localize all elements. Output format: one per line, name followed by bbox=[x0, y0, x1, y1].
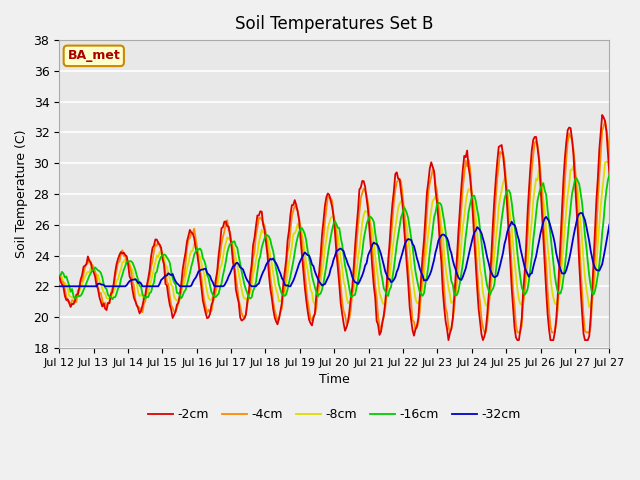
-4cm bbox=[604, 138, 612, 144]
-2cm bbox=[605, 171, 613, 177]
-16cm bbox=[603, 187, 611, 192]
X-axis label: Time: Time bbox=[319, 373, 349, 386]
Y-axis label: Soil Temperature (C): Soil Temperature (C) bbox=[15, 130, 28, 258]
-8cm bbox=[447, 300, 455, 306]
Title: Soil Temperatures Set B: Soil Temperatures Set B bbox=[235, 15, 433, 33]
-2cm bbox=[445, 337, 452, 343]
Text: BA_met: BA_met bbox=[67, 49, 120, 62]
-8cm bbox=[529, 198, 537, 204]
-8cm bbox=[604, 159, 612, 165]
-4cm bbox=[531, 140, 538, 145]
Line: -4cm: -4cm bbox=[59, 121, 609, 333]
-2cm bbox=[339, 311, 346, 317]
-32cm bbox=[339, 247, 346, 252]
-8cm bbox=[605, 166, 613, 171]
-2cm bbox=[74, 291, 82, 297]
-8cm bbox=[339, 264, 346, 270]
-32cm bbox=[92, 283, 99, 289]
-16cm bbox=[74, 292, 82, 298]
-32cm bbox=[605, 222, 613, 228]
Legend: -2cm, -4cm, -8cm, -16cm, -32cm: -2cm, -4cm, -8cm, -16cm, -32cm bbox=[143, 403, 526, 426]
-4cm bbox=[447, 326, 455, 332]
-32cm bbox=[603, 238, 611, 244]
-32cm bbox=[74, 283, 82, 289]
-8cm bbox=[92, 270, 99, 276]
-2cm bbox=[449, 315, 456, 321]
-4cm bbox=[601, 118, 609, 124]
-16cm bbox=[55, 272, 63, 278]
-4cm bbox=[55, 274, 63, 279]
-16cm bbox=[605, 172, 613, 178]
-4cm bbox=[74, 288, 82, 293]
-8cm bbox=[603, 159, 611, 165]
Line: -16cm: -16cm bbox=[59, 175, 609, 300]
-16cm bbox=[108, 297, 116, 302]
-4cm bbox=[339, 299, 346, 305]
-16cm bbox=[531, 225, 538, 231]
-4cm bbox=[482, 330, 490, 336]
-2cm bbox=[604, 151, 612, 156]
Line: -8cm: -8cm bbox=[59, 162, 609, 307]
-2cm bbox=[598, 112, 606, 118]
-16cm bbox=[92, 264, 99, 270]
-4cm bbox=[92, 268, 99, 274]
-32cm bbox=[55, 283, 63, 289]
-32cm bbox=[447, 250, 455, 256]
-16cm bbox=[340, 252, 348, 258]
-8cm bbox=[586, 304, 593, 310]
Line: -2cm: -2cm bbox=[59, 115, 609, 340]
-8cm bbox=[74, 295, 82, 300]
-32cm bbox=[578, 210, 586, 216]
-4cm bbox=[605, 152, 613, 157]
-2cm bbox=[531, 134, 538, 140]
-32cm bbox=[529, 264, 537, 270]
-8cm bbox=[55, 274, 63, 280]
-2cm bbox=[92, 274, 99, 279]
-2cm bbox=[55, 273, 63, 279]
-16cm bbox=[449, 282, 456, 288]
Line: -32cm: -32cm bbox=[59, 213, 609, 286]
